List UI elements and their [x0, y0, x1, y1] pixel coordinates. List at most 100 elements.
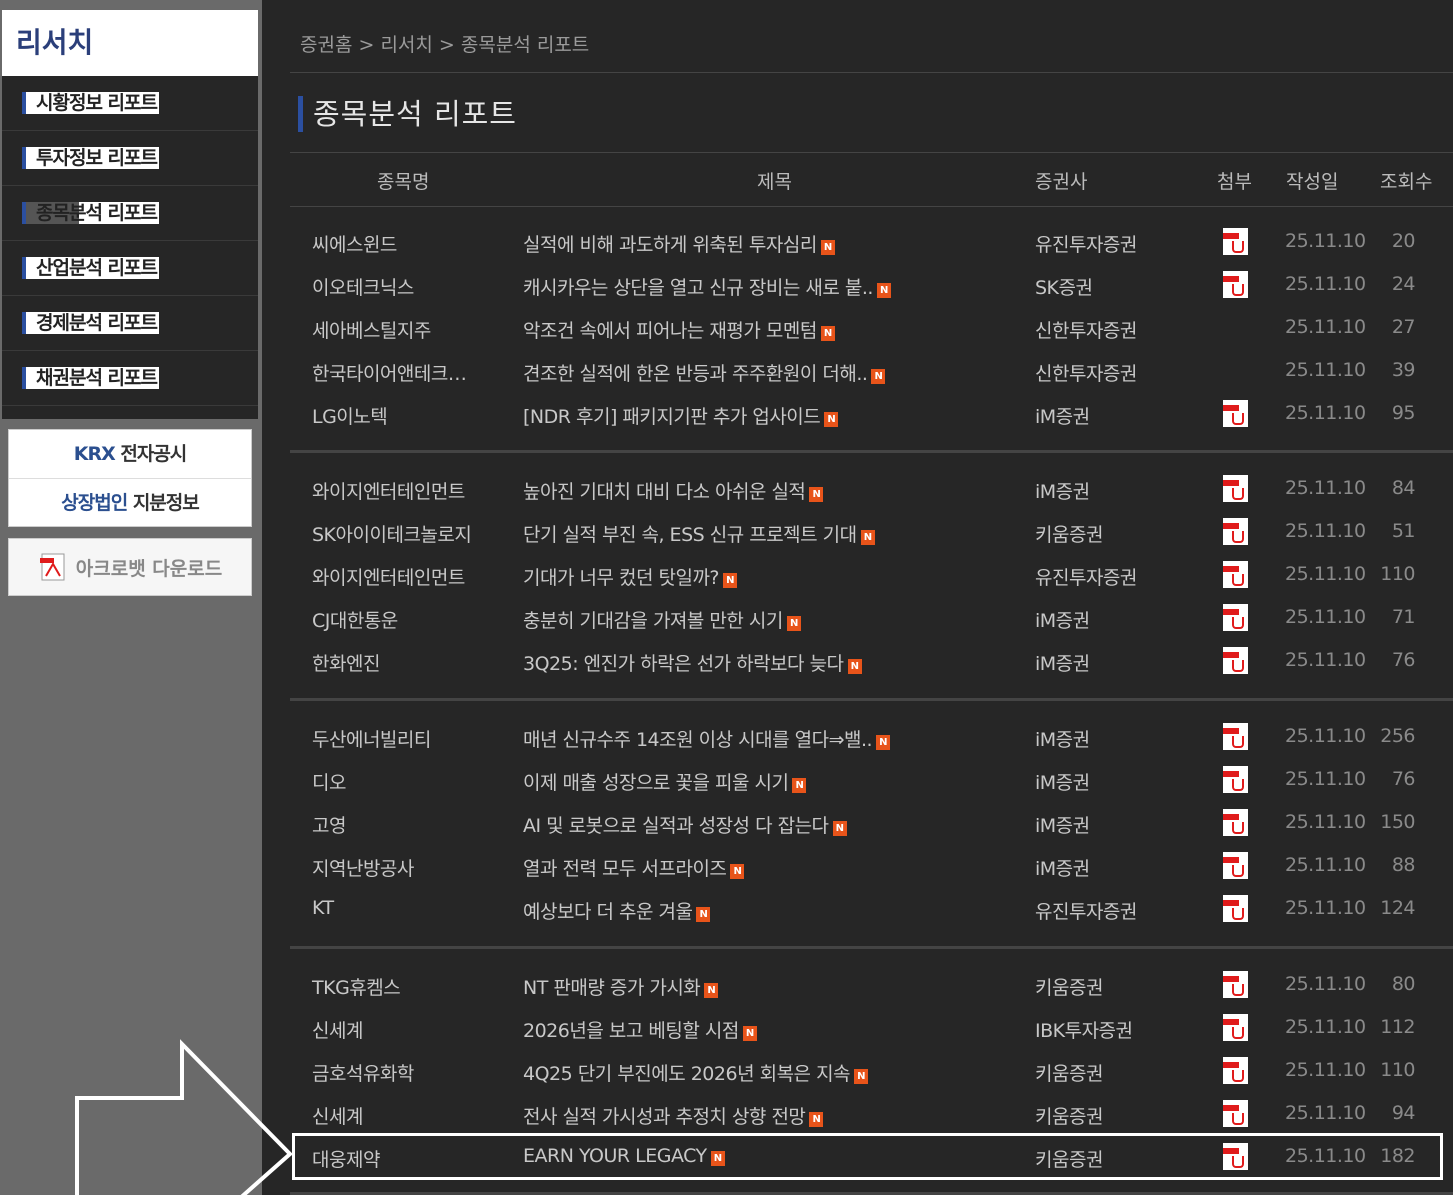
stock-name-link[interactable]: 두산에너빌리티 — [312, 729, 431, 751]
stock-name-link[interactable]: TKG휴켐스 — [312, 977, 401, 999]
report-title-link[interactable]: 이제 매출 성장으로 꽃을 피울 시기 N — [523, 768, 807, 795]
header-date: 작성일 — [1286, 171, 1339, 193]
stock-name-link[interactable]: SK아이이테크놀로지 — [312, 524, 472, 546]
report-title-link[interactable]: 단기 실적 부진 속, ESS 신규 프로젝트 기대 N — [523, 520, 875, 547]
table-row[interactable]: 이오테크닉스 캐시카우는 상단을 열고 신규 장비는 새로 붙.. N SK증권 25.… — [290, 263, 1453, 306]
sidebar-item-6[interactable]: 채권분석 리포트 — [2, 351, 258, 406]
report-date: 25.11.10 — [1285, 230, 1366, 252]
stock-name-link[interactable]: 한화엔진 — [312, 653, 380, 675]
sidebar-item-label: 시황정보 리포트 — [22, 92, 159, 114]
stock-name-link[interactable]: 지역난방공사 — [312, 858, 414, 880]
pdf-icon[interactable] — [1223, 400, 1248, 427]
stock-name-link[interactable]: 신세계 — [312, 1020, 363, 1042]
stock-name-link[interactable]: 와이지엔터테인먼트 — [312, 481, 465, 503]
pdf-icon[interactable] — [1223, 766, 1248, 793]
report-title-link[interactable]: 악조건 속에서 피어나는 재평가 모멘텀 N — [523, 316, 835, 343]
pdf-icon[interactable] — [1223, 1014, 1248, 1041]
sidebar-item-3[interactable]: 종목분석 리포트 — [2, 186, 258, 241]
report-date: 25.11.10 — [1285, 897, 1366, 919]
stock-name-link[interactable]: 한국타이어앤테크… — [312, 363, 467, 385]
stock-name-link[interactable]: 대웅제약 — [312, 1149, 380, 1171]
table-row[interactable]: SK아이이테크놀로지 단기 실적 부진 속, ESS 신규 프로젝트 기대 N 키움증… — [290, 510, 1453, 553]
table-row[interactable]: 신세계 2026년을 보고 베팅할 시점 N IBK투자증권 25.11.10 112 — [290, 1006, 1453, 1049]
table-row[interactable]: 대웅제약 EARN YOUR LEGACY N 키움증권 25.11.10 182 — [290, 1135, 1453, 1178]
table-row[interactable]: KT 예상보다 더 추운 겨울 N 유진투자증권 25.11.10 124 — [290, 887, 1453, 930]
header-title: 제목 — [757, 171, 792, 193]
group-divider — [290, 450, 1453, 453]
table-row[interactable]: 금호석유화학 4Q25 단기 부진에도 2026년 회복은 지속 N 키움증권 25.1… — [290, 1049, 1453, 1092]
report-title-link[interactable]: 3Q25: 엔진가 하락은 선가 하락보다 늦다 N — [523, 649, 862, 676]
pdf-icon[interactable] — [1223, 518, 1248, 545]
report-title-link[interactable]: 4Q25 단기 부진에도 2026년 회복은 지속 N — [523, 1059, 869, 1086]
report-title-link[interactable]: 전사 실적 가시성과 추정치 상향 전망 N — [523, 1102, 824, 1129]
table-row[interactable]: 신세계 전사 실적 가시성과 추정치 상향 전망 N 키움증권 25.11.10 94 — [290, 1092, 1453, 1135]
pdf-icon[interactable] — [1223, 647, 1248, 674]
pdf-icon[interactable] — [1223, 228, 1248, 255]
pdf-icon[interactable] — [1223, 852, 1248, 879]
pdf-icon[interactable] — [1223, 971, 1248, 998]
broker-name: 키움증권 — [1035, 1063, 1103, 1085]
broker-name: 키움증권 — [1035, 1149, 1103, 1171]
krx-disclosure-link[interactable]: KRX 전자공시 — [9, 430, 251, 479]
group-divider — [290, 698, 1453, 701]
stock-name-link[interactable]: 신세계 — [312, 1106, 363, 1128]
report-title-link[interactable]: 예상보다 더 추운 겨울 N — [523, 897, 711, 924]
sidebar-item-4[interactable]: 산업분석 리포트 — [2, 241, 258, 296]
report-title-link[interactable]: 2026년을 보고 베팅할 시점 N — [523, 1016, 757, 1043]
stock-name-link[interactable]: 금호석유화학 — [312, 1063, 414, 1085]
sidebar-item-2[interactable]: 투자정보 리포트 — [2, 131, 258, 186]
report-title-link[interactable]: 견조한 실적에 한온 반등과 주주환원이 더해.. N — [523, 359, 886, 386]
stock-name-link[interactable]: 이오테크닉스 — [312, 277, 414, 299]
report-title-link[interactable]: 매년 신규수주 14조원 이상 시대를 열다⇒밸.. N — [523, 725, 891, 752]
table-row[interactable]: TKG휴켐스 NT 판매량 증가 가시화 N 키움증권 25.11.10 80 — [290, 963, 1453, 1006]
pdf-icon[interactable] — [1223, 809, 1248, 836]
report-date: 25.11.10 — [1285, 768, 1366, 790]
pdf-icon[interactable] — [1223, 895, 1248, 922]
stock-name-link[interactable]: CJ대한통운 — [312, 610, 398, 632]
table-row[interactable]: 한국타이어앤테크… 견조한 실적에 한온 반등과 주주환원이 더해.. N 신한투자증… — [290, 349, 1453, 392]
table-row[interactable]: 씨에스윈드 실적에 비해 과도하게 위축된 투자심리 N 유진투자증권 25.11.10… — [290, 220, 1453, 263]
report-title-link[interactable]: 열과 전력 모두 서프라이즈 N — [523, 854, 745, 881]
stock-name-link[interactable]: 씨에스윈드 — [312, 234, 397, 256]
report-title-link[interactable]: 높아진 기대치 대비 다소 아쉬운 실적 N — [523, 477, 824, 504]
sidebar-item-1[interactable]: 시황정보 리포트 — [2, 76, 258, 131]
report-date: 25.11.10 — [1285, 725, 1366, 747]
pdf-icon[interactable] — [1223, 1100, 1248, 1127]
stock-name-link[interactable]: 세아베스틸지주 — [312, 320, 431, 342]
table-row[interactable]: 세아베스틸지주 악조건 속에서 피어나는 재평가 모멘텀 N 신한투자증권 25.11.… — [290, 306, 1453, 349]
pdf-icon[interactable] — [1223, 1057, 1248, 1084]
report-title-link[interactable]: 실적에 비해 과도하게 위축된 투자심리 N — [523, 230, 835, 257]
pdf-icon[interactable] — [1223, 271, 1248, 298]
report-title-link[interactable]: AI 및 로봇으로 실적과 성장성 다 잡는다 N — [523, 811, 847, 838]
stake-info-link[interactable]: 상장법인 지분정보 — [61, 492, 199, 514]
report-title-link[interactable]: EARN YOUR LEGACY N — [523, 1145, 725, 1167]
pdf-icon[interactable] — [1223, 475, 1248, 502]
report-title-link[interactable]: NT 판매량 증가 가시화 N — [523, 973, 719, 1000]
pdf-icon[interactable] — [1223, 561, 1248, 588]
report-title-text: 2026년을 보고 베팅할 시점 — [523, 1020, 739, 1042]
sidebar-item-5[interactable]: 경제분석 리포트 — [2, 296, 258, 351]
table-row[interactable]: 와이지엔터테인먼트 기대가 너무 컸던 탓일까? N 유진투자증권 25.11.10 11… — [290, 553, 1453, 596]
pdf-icon[interactable] — [1223, 604, 1248, 631]
report-title-link[interactable]: 기대가 너무 컸던 탓일까? N — [523, 563, 738, 590]
new-badge-icon: N — [871, 369, 886, 384]
stock-name-link[interactable]: 와이지엔터테인먼트 — [312, 567, 465, 589]
stock-name-link[interactable]: LG이노텍 — [312, 406, 388, 428]
report-title-link[interactable]: 충분히 기대감을 가져볼 만한 시기 N — [523, 606, 801, 633]
pdf-icon[interactable] — [1223, 1143, 1248, 1170]
stock-name-link[interactable]: 디오 — [312, 772, 346, 794]
stock-name-link[interactable]: KT — [312, 897, 334, 919]
report-title-link[interactable]: 캐시카우는 상단을 열고 신규 장비는 새로 붙.. N — [523, 273, 891, 300]
acrobat-download-button[interactable]: 아크로뱃 다운로드 — [8, 538, 252, 596]
stock-name-link[interactable]: 고영 — [312, 815, 346, 837]
pdf-icon[interactable] — [1223, 723, 1248, 750]
report-title-link[interactable]: [NDR 후기] 패키지기판 추가 업사이드 N — [523, 402, 839, 429]
